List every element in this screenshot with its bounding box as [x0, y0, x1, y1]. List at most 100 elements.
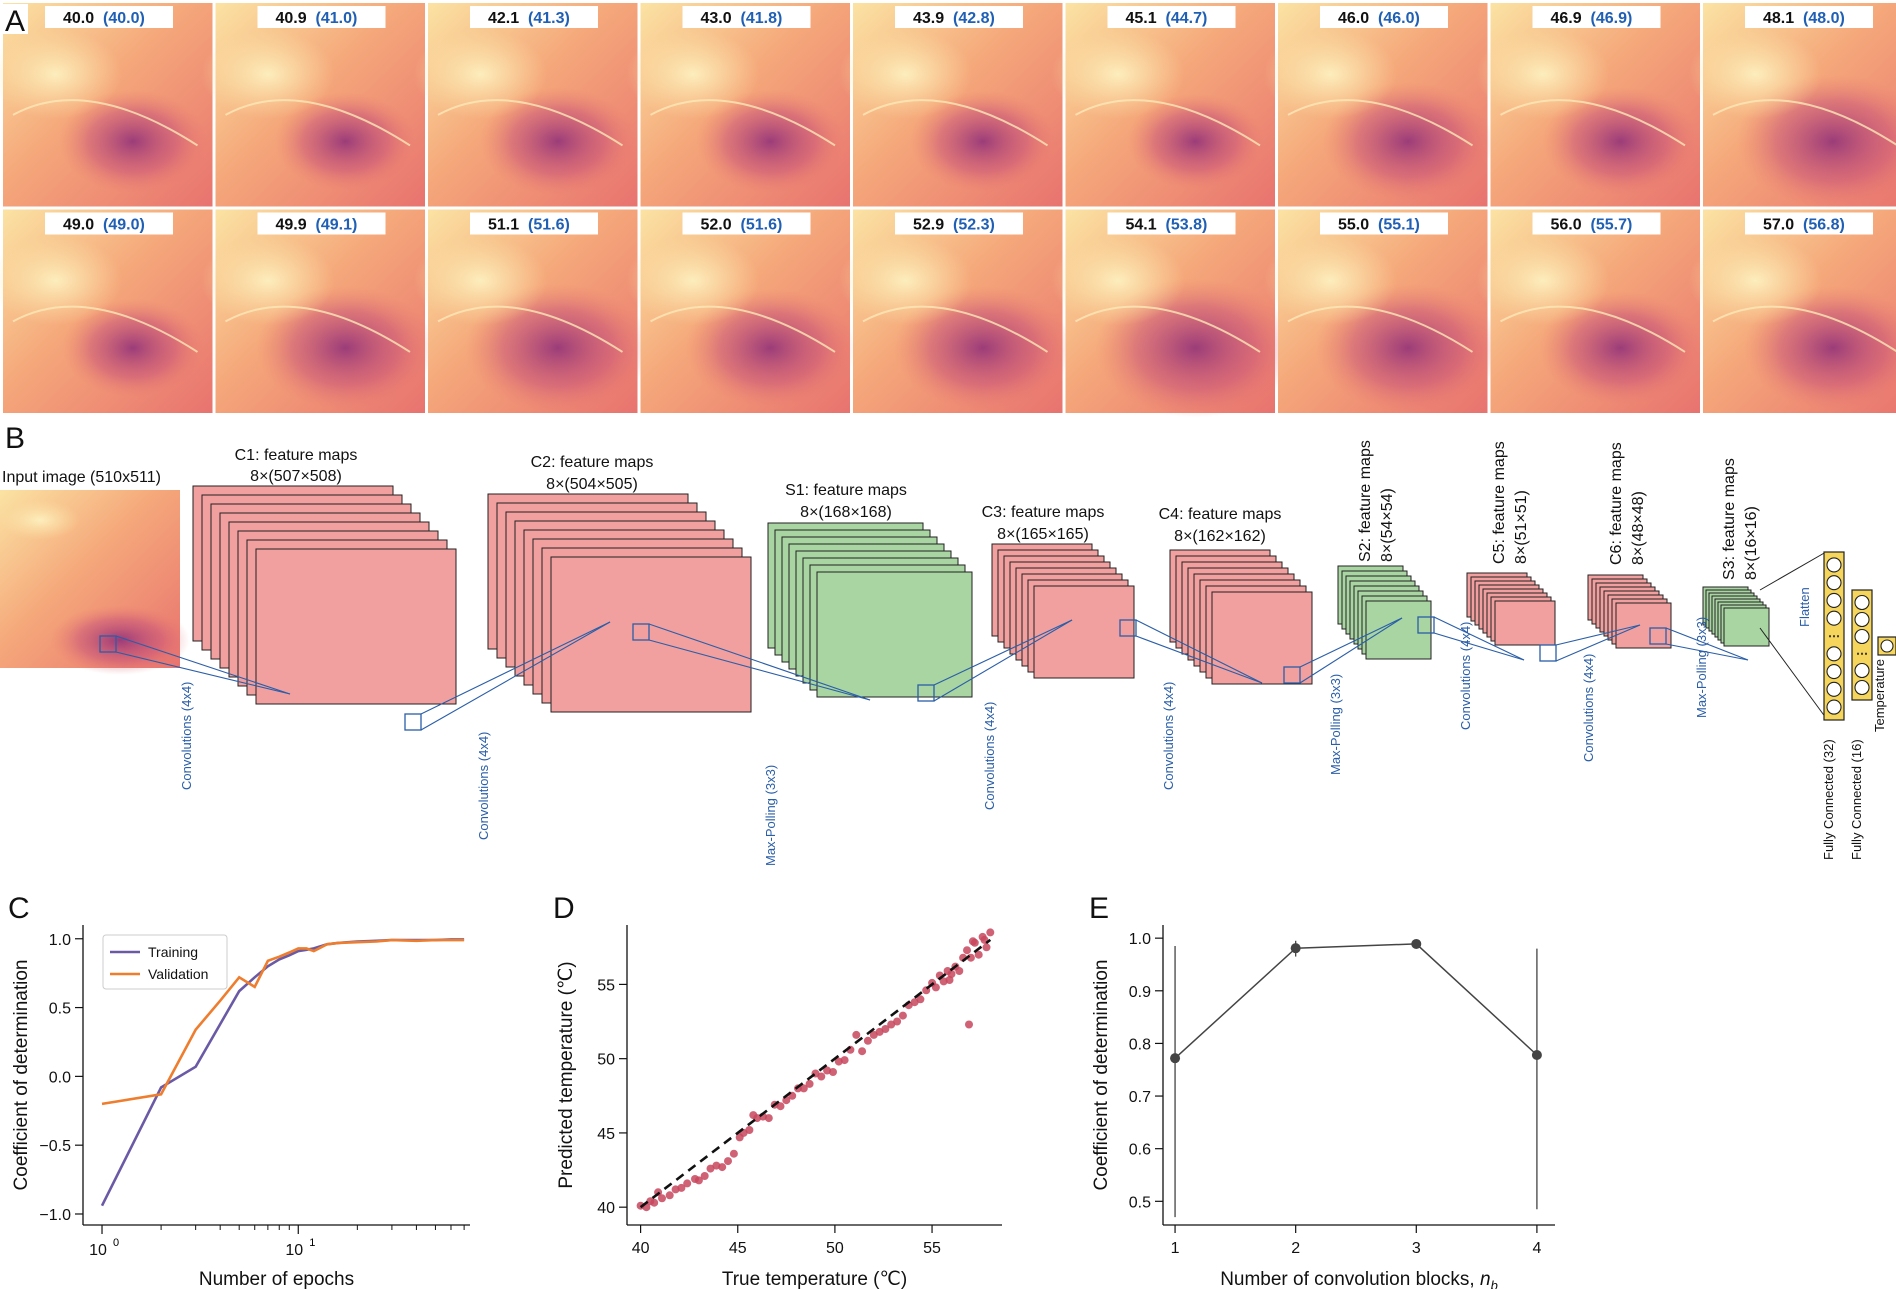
layer-title-size: 8×(48×48) [1630, 491, 1647, 565]
tile-label-box [682, 6, 811, 28]
layer-title-name: C1: feature maps [235, 447, 358, 464]
fc2-label: Fully Connected (16) [1849, 739, 1864, 860]
temperature-tile: 42.1 (41.3) [413, 3, 638, 207]
tile-light-region [0, 29, 123, 119]
operation-label: Convolutions (4x4) [1458, 622, 1473, 730]
layer-title-name: S3: feature maps [1721, 458, 1738, 580]
tile-true-value: 52.9 [913, 217, 944, 234]
input-image-title: Input image (510x511) [2, 469, 161, 486]
temperature-tile: 49.9 (49.1) [200, 209, 435, 413]
tile-light-region [1688, 29, 1823, 119]
kernel-connection [632, 623, 871, 701]
x-tick-label: 1 [1171, 1240, 1180, 1257]
x-tick-label: 3 [1412, 1240, 1421, 1257]
data-point [677, 1183, 686, 1192]
temperature-tile: 46.9 (46.9) [1475, 3, 1700, 207]
flatten-line [1759, 627, 1827, 719]
x-axis-label: Number of convolution blocks, nb [1220, 1269, 1498, 1289]
y-tick-label: −0.5 [39, 1138, 71, 1155]
y-tick-label: 1.0 [1129, 931, 1151, 948]
tile-crack [1287, 99, 1474, 147]
data-point [776, 1102, 785, 1111]
tile-predicted-value: (48.0) [1803, 10, 1845, 27]
x-tick-label: 4 [1532, 1240, 1541, 1257]
tile-predicted-value: (49.1) [316, 217, 358, 234]
kernel-connection [1119, 619, 1263, 684]
layer-title-name: S1: feature maps [785, 482, 907, 499]
data-point [650, 1198, 659, 1207]
y-tick-label: 40 [597, 1200, 615, 1217]
series-line-validation [101, 938, 465, 1106]
tile-label-box [1320, 6, 1448, 28]
y-tick-label: 45 [597, 1126, 615, 1143]
feature-map [816, 571, 973, 698]
kernel-window [917, 684, 935, 702]
data-point [881, 1025, 890, 1033]
data-point [700, 1172, 709, 1180]
tile-crack [437, 99, 624, 147]
tile-crack [1075, 305, 1261, 353]
panel-a-label: A [5, 5, 25, 38]
layer-title-size: 8×(507×508) [250, 468, 342, 485]
feature-map-stack: C3: feature maps 8×(165×165) [982, 504, 1135, 679]
layer-title-name: C3: feature maps [982, 504, 1105, 521]
tile-true-value: 42.1 [488, 10, 519, 27]
data-point [982, 943, 991, 952]
operation-label: Convolutions (4x4) [982, 702, 997, 810]
tile-true-value: 56.0 [1551, 217, 1582, 234]
kernel-line [115, 635, 291, 695]
y-tick-label: 55 [597, 977, 615, 994]
neuron [1854, 628, 1870, 645]
layer-title-size: 8×(504×505) [546, 476, 638, 493]
kernel-line [648, 639, 871, 701]
tile-label-box [682, 212, 811, 235]
layer-title-size: 8×(162×162) [1174, 528, 1266, 545]
tile-label-box [470, 6, 598, 28]
tile-label-box [1107, 212, 1236, 235]
x-tick-label: 10 [285, 1242, 303, 1259]
kernel-window [99, 635, 117, 653]
output-neuron [1877, 636, 1896, 656]
tile-true-value: 46.0 [1338, 10, 1369, 27]
tile-true-value: 48.1 [1763, 10, 1794, 27]
y-axis-label: Coefficient of determination [1091, 960, 1112, 1191]
data-point [858, 1047, 867, 1056]
y-tick-label: 0.8 [1129, 1036, 1151, 1053]
tile-light-region [1263, 29, 1398, 119]
x-tick-exponent: 1 [309, 1237, 315, 1249]
data-point [718, 1163, 727, 1172]
prediction-scatter-chart: 40 45 50 55 40 45 50 55 True temperature (℃) Pred… [556, 925, 1002, 1289]
operation-label: Max-Polling (3x3) [1328, 674, 1343, 775]
data-point [745, 1126, 754, 1134]
feature-map [1365, 600, 1432, 660]
temperature-tile: 46.0 (46.0) [1263, 3, 1494, 207]
feature-map-stack: S2: feature maps 8×(54×54) [1337, 440, 1432, 660]
kernel-window [1417, 616, 1435, 634]
data-point [1411, 938, 1422, 949]
input-image [0, 490, 190, 675]
y-tick-label: 0.0 [49, 1069, 71, 1086]
feature-map-stack: C6: feature maps 8×(48×48) [1587, 442, 1672, 649]
feature-map-stack: C4: feature maps 8×(162×162) [1159, 506, 1313, 685]
y-axis-label: Predicted temperature (℃) [556, 961, 577, 1188]
data-point [955, 967, 964, 975]
tile-light-region [1050, 235, 1185, 326]
feature-map-stack: S3: feature maps 8×(16×16) [1702, 458, 1770, 647]
tile-label-box [470, 212, 598, 235]
tile-label-box [1745, 212, 1873, 235]
kernel-connection [917, 619, 1073, 702]
data-point [945, 976, 954, 984]
kernel-line [648, 623, 871, 701]
operation-label: Convolutions (4x4) [179, 682, 194, 790]
neuron [1826, 699, 1842, 715]
x-axis-label: Number of epochs [199, 1269, 354, 1289]
tile-crack [437, 305, 624, 353]
layer-title-name: C6: feature maps [1608, 442, 1625, 565]
feature-map [1211, 591, 1313, 685]
tile-predicted-value: (55.1) [1378, 217, 1420, 234]
temperature-tile: 43.9 (42.8) [838, 3, 1063, 207]
x-tick-label: 45 [729, 1240, 747, 1257]
y-tick-label: 0.9 [1129, 984, 1151, 1001]
layer-title-name: S2: feature maps [1357, 440, 1374, 562]
